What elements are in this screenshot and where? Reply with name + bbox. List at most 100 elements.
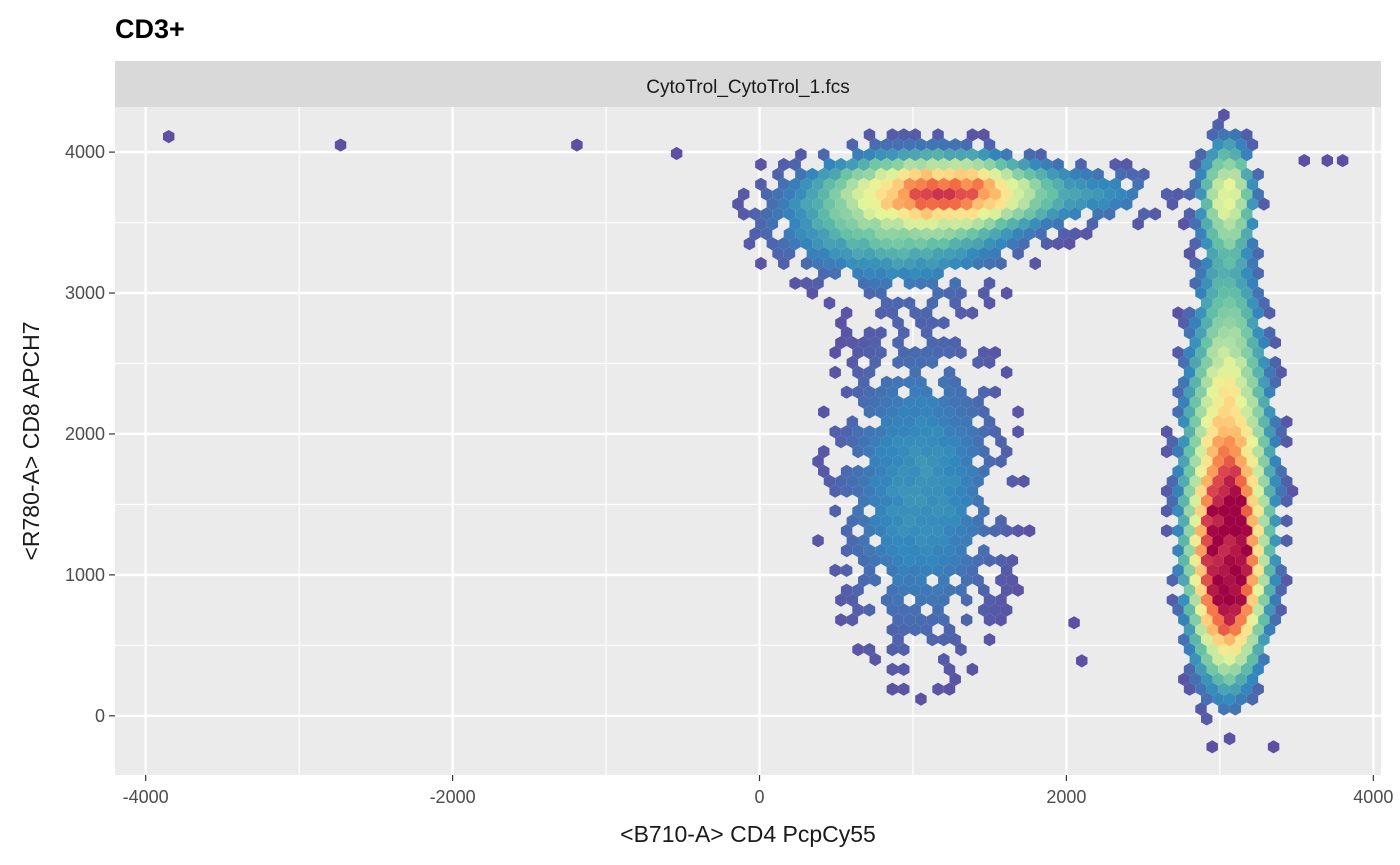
hexbin-cell [863,346,876,360]
hexbin-cell [898,464,910,478]
hexbin-cell [949,197,961,211]
hexbin-cell [915,593,927,607]
hexbin-cell [766,197,779,211]
hexbin-cell [983,217,996,231]
hexbin-cell [772,207,784,221]
hexbin-cell [1269,415,1282,429]
hexbin-cell [1269,474,1282,488]
hexbin-cell [869,514,881,528]
hexbin-cell [1189,375,1201,389]
hexbin-cell [955,504,967,518]
hexbin-cell [1258,454,1270,469]
hexbin-cell [1069,187,1081,201]
hexbin-cell [978,544,990,558]
hexbin-cell [1258,296,1270,310]
hexbin-cell [755,256,767,271]
hexbin-cell [1103,207,1116,221]
hexbin-cell [1006,217,1019,231]
hexbin-cell [949,435,961,449]
hexbin-cell [880,276,893,290]
hexbin-cell [863,425,876,439]
hexbin-cell [909,167,921,181]
hexbin-cell [1229,385,1242,399]
hexbin-cell [909,484,921,498]
hexbin-cell [926,593,939,607]
hexbin-cell [943,148,956,162]
hexbin-cell [1223,375,1236,389]
hexbin-cell [1058,207,1070,221]
hexbin-cell [880,395,893,409]
hexbin-cell [1183,623,1196,637]
hexbin-cell [1172,563,1184,577]
hexbin-cell [162,129,175,144]
hexbin-cell [858,375,870,389]
hexbin-cell [949,276,961,290]
hexbin-cell [949,256,961,271]
hexbin-cell [1235,276,1247,290]
hexbin-cell [875,227,887,241]
hexbin-cell [920,306,933,320]
hexbin-cell [1183,504,1196,518]
hexbin-cell [818,405,830,419]
hexbin-cell [1178,672,1190,686]
hexbin-cell [772,187,784,201]
hexbin-cell [863,187,876,201]
hexbin-cell [1275,484,1287,498]
hexbin-cell [852,583,864,597]
hexbin-cell [966,484,979,498]
hexbin-cell [852,385,864,399]
hexbin-cell [1229,563,1242,577]
hexbin-cell [1223,613,1236,627]
hexbin-cell [1212,157,1224,172]
hexbin-cell [875,504,887,518]
hexbin-cell [915,474,927,488]
hexbin-cell [1195,643,1207,657]
hexbin-cell [840,385,853,399]
hexbin-cell [955,405,967,419]
hexbin-cell [1183,326,1196,340]
hexbin-cell [892,375,904,389]
hexbin-cell [909,365,921,379]
hexbin-cell [1241,563,1253,577]
hexbin-cell [966,148,979,162]
hexbin-cell [1172,346,1184,360]
hexbin-cell [1218,662,1230,676]
hexbin-cell [903,157,916,172]
hexbin-cell [1178,217,1190,231]
hexbin-cell [800,256,813,271]
hexbin-cell [863,544,876,558]
hexbin-cell [1235,375,1247,389]
hexbin-cell [1120,157,1133,172]
hexbin-cell [909,623,921,637]
hexbin-cell [869,474,881,488]
hexbin-cell [1241,484,1253,498]
hexbin-cell [1195,148,1207,162]
hexbin-cell [938,593,950,607]
hexbin-cell [1183,524,1196,538]
hexbin-cell [1212,494,1224,508]
hexbin-cell [1241,167,1253,181]
hexbin-cell [955,286,967,300]
hexbin-cell [1241,128,1253,142]
hexbin-cell [995,454,1007,469]
hexbin-cell [829,484,841,498]
hexbin-cell [995,514,1007,528]
hexbin-cell [983,177,996,191]
hexbin-cell [835,336,847,350]
hexbin-cell [903,553,916,568]
hexbin-cell [943,544,956,558]
hexbin-cell [823,197,836,211]
hexbin-cell [949,454,961,469]
hexbin-cell [875,385,887,399]
hexbin-cell [892,177,904,191]
hexbin-cell [1229,504,1242,518]
hexbin-cell [1206,286,1219,300]
hexbin-cell [869,494,881,508]
hexbin-cell [1012,207,1024,221]
hexbin-cell [1172,187,1184,201]
hexbin-cell [818,167,830,181]
hexbin-cell [795,187,807,201]
hexbin-cell [880,138,893,152]
hexbin-cell [1218,623,1230,637]
hexbin-cell [1212,118,1224,132]
